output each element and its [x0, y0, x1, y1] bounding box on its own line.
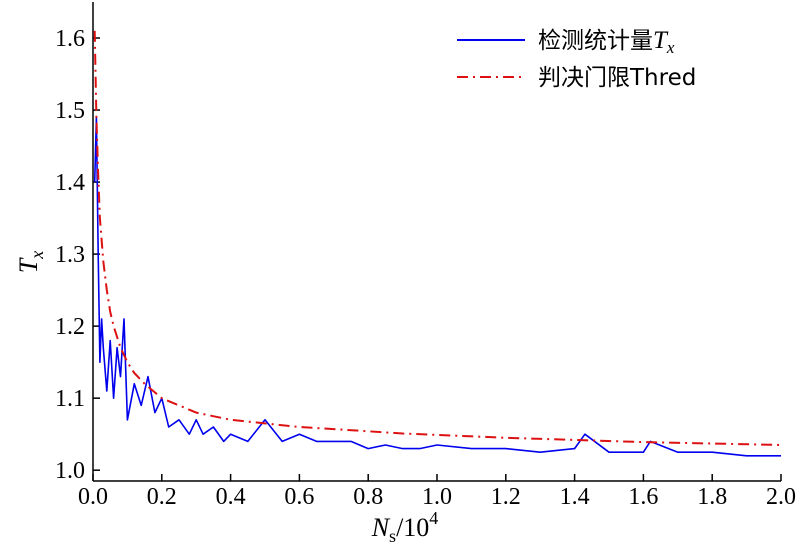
ticks: 0.0 0.2 0.4 0.6 0.8 1.0 1.2 1.4 1.6 1.8 2.0 1.0 1.1 1…	[55, 26, 796, 510]
y-tick-label: 1.5	[55, 98, 85, 124]
legend-label-series-1-italic: T	[653, 27, 669, 54]
legend-label-series-2: 判决门限Thred	[538, 65, 696, 91]
y-tick-label: 1.3	[55, 242, 85, 268]
series-line-1	[93, 116, 781, 457]
y-tick-label: 1.6	[55, 26, 85, 52]
x-axis-title-rest: /10	[396, 513, 429, 542]
y-axis-title: Tx	[14, 251, 47, 273]
legend-label-series-1: 检测统计量Tx	[538, 27, 675, 57]
y-tick-label: 1.1	[55, 386, 85, 412]
x-axis-title-sub: s	[389, 526, 396, 546]
x-tick-label: 0.0	[78, 484, 108, 510]
x-tick-label: 0.6	[284, 484, 314, 510]
y-tick-label: 1.2	[55, 314, 85, 340]
x-tick-label: 1.6	[628, 484, 658, 510]
x-tick-label: 1.8	[697, 484, 727, 510]
y-axis-title-sub: x	[27, 251, 47, 260]
x-tick-label: 0.8	[353, 484, 383, 510]
legend-label-series-1-sub: x	[666, 38, 675, 57]
x-tick-label: 0.4	[216, 484, 246, 510]
x-tick-label: 1.4	[560, 484, 590, 510]
legend: 检测统计量Tx 判决门限Thred	[457, 27, 696, 91]
x-axis-title: Ns/104	[371, 508, 439, 546]
series-line-2	[93, 30, 782, 446]
x-tick-label: 2.0	[766, 484, 796, 510]
x-axis-title-sup: 4	[429, 508, 438, 528]
series-group	[93, 30, 782, 457]
y-tick-label: 1.4	[55, 170, 85, 196]
x-tick-label: 1.0	[422, 484, 452, 510]
x-tick-label: 0.2	[147, 484, 177, 510]
y-tick-label: 1.0	[55, 458, 85, 484]
x-tick-label: 1.2	[491, 484, 521, 510]
